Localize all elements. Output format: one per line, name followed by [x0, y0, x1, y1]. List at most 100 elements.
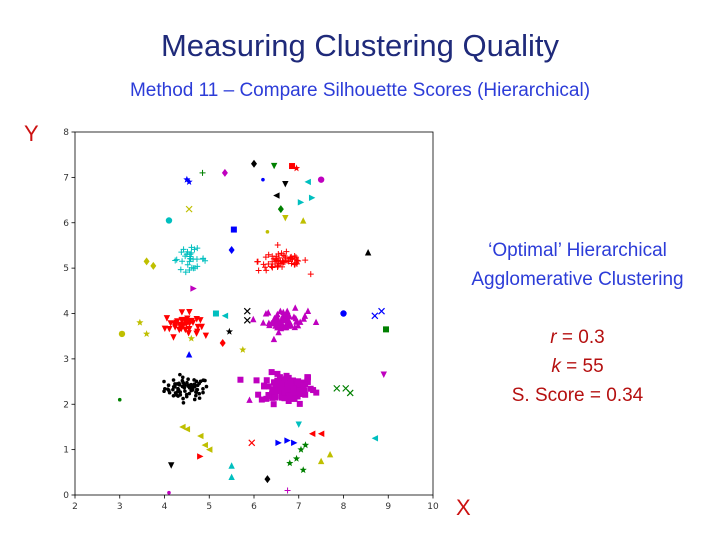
- magenta-tri-up-point: [280, 308, 287, 316]
- magenta-tri-up-point: [304, 307, 312, 314]
- magenta-square-point: [261, 382, 268, 389]
- outlier-point: [199, 169, 206, 176]
- black-point: [173, 382, 177, 386]
- black-point: [201, 387, 205, 391]
- outlier-point: [248, 439, 256, 447]
- outlier-point: [308, 430, 316, 437]
- x-tick-label: 10: [427, 502, 439, 512]
- magenta-tri-up-point: [301, 312, 309, 319]
- y-axis-letter: Y: [24, 121, 39, 146]
- cyan-plus-point: [184, 261, 191, 268]
- outlier-point: [378, 307, 385, 315]
- red-tri-down-point: [183, 321, 190, 328]
- outlier-point: [212, 310, 219, 317]
- magenta-square-point: [291, 395, 298, 402]
- black-point: [183, 389, 187, 393]
- black-point: [201, 390, 205, 395]
- red-tri-down-point: [188, 317, 195, 325]
- red-tri-down-point: [186, 308, 193, 316]
- magenta-tri-up-point: [281, 316, 288, 323]
- outlier-point: [300, 217, 307, 224]
- black-point: [190, 388, 195, 392]
- magenta-tri-up-point: [293, 318, 300, 325]
- y-tick-label: 8: [63, 128, 69, 138]
- outlier-point: [168, 462, 175, 469]
- magenta-tri-up-point: [250, 315, 257, 323]
- r-variable: r: [550, 327, 557, 348]
- outlier-point: [292, 454, 301, 462]
- red-plus-point: [284, 257, 291, 264]
- outlier-point: [371, 312, 379, 320]
- red-plus-point: [263, 267, 270, 274]
- magenta-square-point: [296, 400, 303, 407]
- y-tick-label: 6: [63, 219, 69, 229]
- outlier-point: [295, 421, 302, 428]
- magenta-square-point: [313, 389, 320, 396]
- red-plus-point: [268, 263, 275, 270]
- outlier-point: [273, 192, 280, 199]
- magenta-square-point: [307, 385, 314, 392]
- y-tick-label: 2: [63, 400, 69, 410]
- x-tick-label: 8: [341, 502, 347, 512]
- scatter-plot: 2 3 4 5 6 7 8 9 10 0 1 2 3 4 5 6 7 8: [63, 128, 439, 512]
- magenta-tri-up-point: [260, 319, 267, 326]
- outlier-point: [284, 437, 291, 444]
- cyan-plus-point: [173, 256, 180, 263]
- magenta-square-point: [299, 387, 306, 394]
- outlier-point: [251, 159, 257, 168]
- outlier-point: [243, 307, 251, 315]
- magenta-tri-up-point: [282, 323, 290, 331]
- outlier-point: [190, 285, 197, 292]
- k-parameter: k = 55: [440, 352, 715, 381]
- outlier-point: [136, 318, 144, 326]
- magenta-square-point: [287, 378, 294, 385]
- black-point: [187, 383, 191, 388]
- cyan-plus-point: [188, 249, 195, 256]
- outlier-point: [291, 439, 298, 447]
- black-point: [162, 379, 166, 384]
- red-plus-point: [307, 271, 314, 278]
- red-plus-point: [255, 267, 262, 274]
- outlier-point: [143, 330, 151, 337]
- magenta-tri-up-point: [285, 312, 293, 319]
- outlier-point: [265, 230, 270, 234]
- magenta-tri-up-point: [276, 322, 284, 329]
- red-plus-point: [293, 257, 300, 264]
- red-tri-down-point: [185, 330, 192, 337]
- black-point: [192, 397, 197, 402]
- magenta-tri-up-point: [294, 321, 302, 329]
- magenta-square-point: [302, 391, 309, 398]
- magenta-square-point: [265, 392, 272, 399]
- outlier-point: [297, 199, 305, 206]
- plot-content: [117, 159, 390, 495]
- outlier-point: [297, 445, 305, 453]
- outlier-point: [275, 439, 282, 447]
- cyan-plus-point: [177, 266, 184, 273]
- outlier-point: [326, 450, 334, 458]
- outlier-point: [243, 316, 251, 324]
- x-axis-letter: X: [456, 495, 471, 520]
- cyan-plus-point: [186, 258, 193, 265]
- r-value: = 0.3: [556, 327, 605, 348]
- magenta-square-point: [300, 383, 307, 390]
- outlier-point: [333, 384, 341, 392]
- magenta-square-point: [270, 401, 277, 408]
- black-point: [194, 393, 198, 398]
- red-plus-point: [274, 241, 281, 248]
- black-point: [195, 387, 200, 392]
- red-plus-point: [302, 257, 309, 264]
- magenta-tri-up-point: [284, 307, 291, 314]
- outlier-point: [185, 178, 193, 185]
- y-tick-label: 0: [63, 491, 69, 501]
- magenta-square-point: [270, 379, 277, 386]
- magenta-square-point: [294, 387, 301, 394]
- magenta-tri-up-point: [275, 328, 282, 336]
- outlier-point: [221, 312, 229, 319]
- cyan-plus-point: [172, 257, 179, 264]
- cyan-plus-point: [194, 245, 201, 252]
- outlier-point: [304, 178, 311, 186]
- red-plus-point: [295, 257, 302, 264]
- magenta-tri-up-point: [272, 322, 279, 329]
- black-point: [181, 380, 185, 385]
- magenta-square-point: [265, 383, 272, 390]
